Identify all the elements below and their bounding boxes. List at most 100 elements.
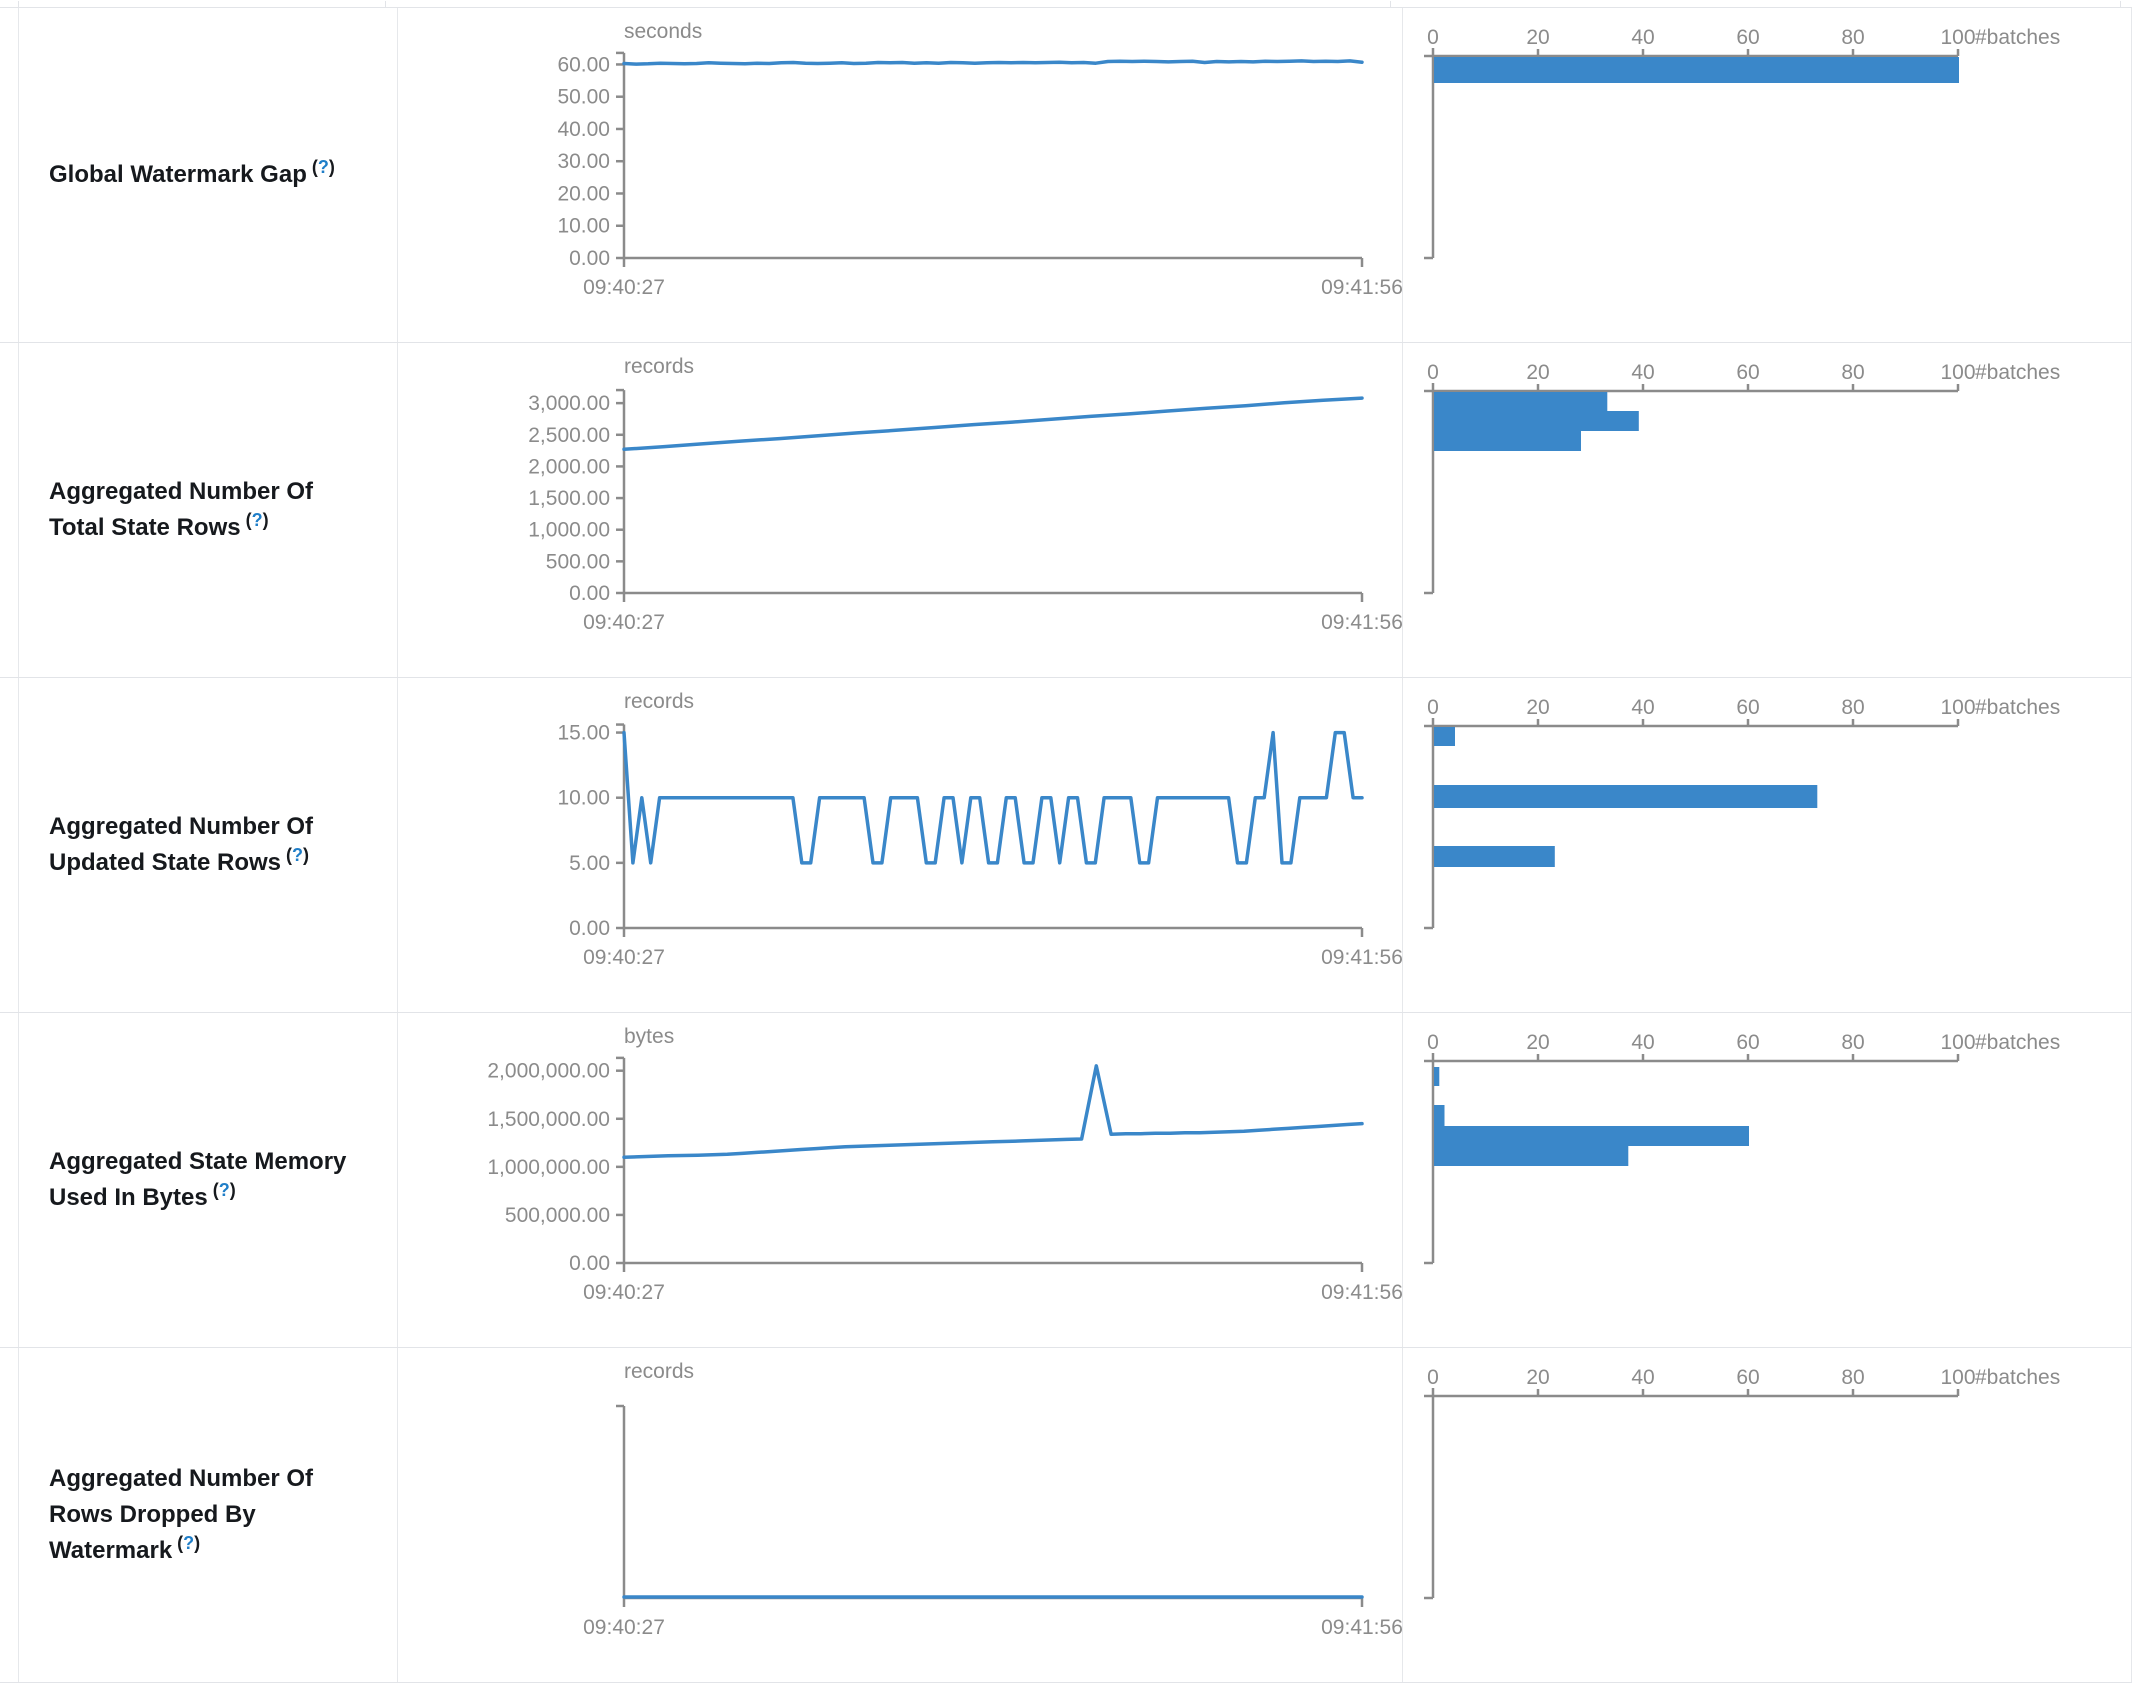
hist-tick-label: 20 bbox=[1526, 1031, 1549, 1054]
metric-label: Global Watermark Gap (?) bbox=[19, 157, 335, 193]
hist-tick-label: 100 bbox=[1940, 26, 1975, 49]
y-tick-label: 20.00 bbox=[557, 182, 610, 205]
histogram-cell: 0 20 40 60 80 100 #batches bbox=[1403, 8, 2132, 342]
line-chart: records 15.00 10.00 5.00 0.00 09:40:27 09:41:5… bbox=[557, 690, 1403, 969]
hist-bar bbox=[1434, 846, 1555, 867]
histogram-cell: 0 20 40 60 80 100 #batches bbox=[1403, 678, 2132, 1012]
hist-tick-label: 20 bbox=[1526, 696, 1549, 719]
help-marker: (?) bbox=[306, 157, 335, 177]
metric-row: Aggregated Number Of Total State Rows (?… bbox=[0, 343, 2132, 678]
x-end-label: 09:41:56 bbox=[1321, 1281, 1403, 1304]
help-link[interactable]: ? bbox=[317, 157, 329, 177]
hist-tick-label: 100 bbox=[1940, 1031, 1975, 1054]
timeline-chart-cell: records 15.00 10.00 5.00 0.00 09:40:27 09:41:5… bbox=[398, 678, 1403, 1012]
x-end-label: 09:41:56 bbox=[1321, 611, 1403, 634]
metric-row: Aggregated State Memory Used In Bytes (?… bbox=[0, 1013, 2132, 1348]
hist-tick-label: 40 bbox=[1631, 361, 1654, 384]
hist-unit-label: #batches bbox=[1975, 361, 2060, 384]
line-chart: records 3,000.00 2,500.00 2,000.00 1,500.00 1… bbox=[528, 355, 1403, 634]
table-border-sliver bbox=[385, 1, 386, 8]
metric-label-text: Aggregated Number Of Total State Rows bbox=[49, 478, 314, 541]
hist-tick-label: 80 bbox=[1841, 1366, 1864, 1389]
timeline-chart-cell: bytes 2,000,000.00 1,500,000.00 1,000,000.0… bbox=[398, 1013, 1403, 1347]
hist-bar bbox=[1434, 727, 1455, 746]
help-link[interactable]: ? bbox=[183, 1533, 195, 1553]
hist-tick-label: 20 bbox=[1526, 361, 1549, 384]
hist-tick-label: 40 bbox=[1631, 1366, 1654, 1389]
y-tick-label: 60.00 bbox=[557, 53, 610, 76]
help-marker: (?) bbox=[172, 1533, 201, 1553]
metric-label-cell: Aggregated Number Of Updated State Rows … bbox=[18, 678, 398, 1012]
hist-tick-label: 80 bbox=[1841, 26, 1864, 49]
x-end-label: 09:41:56 bbox=[1321, 1616, 1403, 1639]
hist-bar bbox=[1434, 1146, 1629, 1166]
y-tick-label: 50.00 bbox=[557, 86, 610, 109]
y-tick-label: 30.00 bbox=[557, 150, 610, 173]
hist-unit-label: #batches bbox=[1975, 1031, 2060, 1054]
hist-tick-label: 100 bbox=[1940, 1366, 1975, 1389]
line-unit-label: bytes bbox=[624, 1025, 674, 1048]
line-chart: seconds 60.00 50.00 40.00 30.00 20.00 10.00 0.0… bbox=[557, 20, 1403, 299]
hist-tick-label: 0 bbox=[1427, 1031, 1439, 1054]
histogram-cell: 0 20 40 60 80 100 #batches bbox=[1403, 343, 2132, 677]
table-border-sliver bbox=[18, 1, 19, 8]
hist-tick-label: 0 bbox=[1427, 26, 1439, 49]
y-tick-label: 3,000.00 bbox=[528, 392, 610, 415]
y-tick-label: 0.00 bbox=[569, 1252, 610, 1275]
hist-bar bbox=[1434, 57, 1959, 83]
hist-tick-label: 40 bbox=[1631, 1031, 1654, 1054]
y-tick-label: 1,500.00 bbox=[528, 487, 610, 510]
y-tick-label: 10.00 bbox=[557, 215, 610, 238]
metric-series-line bbox=[622, 1064, 1364, 1159]
help-link[interactable]: ? bbox=[218, 1180, 230, 1200]
x-end-label: 09:41:56 bbox=[1321, 946, 1403, 969]
help-link[interactable]: ? bbox=[292, 845, 304, 865]
help-marker: (?) bbox=[281, 845, 310, 865]
metric-label: Aggregated State Memory Used In Bytes (?… bbox=[19, 1144, 359, 1216]
y-tick-label: 0.00 bbox=[569, 917, 610, 940]
x-end-label: 09:41:56 bbox=[1321, 276, 1403, 299]
hist-tick-label: 100 bbox=[1940, 696, 1975, 719]
line-unit-label: records bbox=[624, 355, 694, 378]
help-link[interactable]: ? bbox=[251, 510, 263, 530]
y-tick-label: 0.00 bbox=[569, 582, 610, 605]
metric-row: Global Watermark Gap (?) seconds 60.00 50.0… bbox=[0, 8, 2132, 343]
metric-series-line bbox=[622, 59, 1364, 66]
metric-label-text: Aggregated Number Of Rows Dropped By Wat… bbox=[49, 1465, 314, 1564]
metric-label-cell: Aggregated Number Of Total State Rows (?… bbox=[18, 343, 398, 677]
hist-tick-label: 80 bbox=[1841, 696, 1864, 719]
hist-tick-label: 60 bbox=[1736, 26, 1759, 49]
hist-tick-label: 0 bbox=[1427, 696, 1439, 719]
line-chart: records 09:40:27 09:41:56 bbox=[583, 1360, 1403, 1639]
hist-tick-label: 20 bbox=[1526, 26, 1549, 49]
metric-row: Aggregated Number Of Updated State Rows … bbox=[0, 678, 2132, 1013]
y-tick-label: 500,000.00 bbox=[505, 1204, 610, 1227]
x-start-label: 09:40:27 bbox=[583, 1281, 665, 1304]
table-border-sliver bbox=[2120, 1, 2121, 8]
hist-tick-label: 60 bbox=[1736, 1366, 1759, 1389]
histogram-cell: 0 20 40 60 80 100 #batches bbox=[1403, 1013, 2132, 1347]
line-unit-label: records bbox=[624, 1360, 694, 1383]
hist-bar bbox=[1434, 1067, 1440, 1086]
histogram-chart: 0 20 40 60 80 100 #batches bbox=[1424, 361, 2060, 595]
y-tick-label: 0.00 bbox=[569, 247, 610, 270]
table-border-sliver bbox=[1390, 1, 1391, 8]
metric-label-cell: Aggregated State Memory Used In Bytes (?… bbox=[18, 1013, 398, 1347]
metric-label-text: Aggregated State Memory Used In Bytes bbox=[49, 1148, 347, 1211]
hist-bar bbox=[1434, 785, 1818, 808]
hist-tick-label: 20 bbox=[1526, 1366, 1549, 1389]
y-tick-label: 5.00 bbox=[569, 852, 610, 875]
hist-unit-label: #batches bbox=[1975, 696, 2060, 719]
histogram-chart: 0 20 40 60 80 100 #batches bbox=[1424, 696, 2060, 930]
hist-bar bbox=[1434, 1126, 1749, 1146]
y-tick-label: 10.00 bbox=[557, 787, 610, 810]
metric-label-text: Global Watermark Gap bbox=[49, 161, 307, 188]
histogram-cell: 0 20 40 60 80 100 #batches bbox=[1403, 1348, 2132, 1682]
hist-bar bbox=[1434, 411, 1639, 431]
hist-tick-label: 80 bbox=[1841, 1031, 1864, 1054]
y-tick-label: 2,000.00 bbox=[528, 455, 610, 478]
hist-tick-label: 40 bbox=[1631, 696, 1654, 719]
y-tick-label: 1,500,000.00 bbox=[487, 1108, 610, 1131]
hist-bar bbox=[1434, 431, 1581, 451]
